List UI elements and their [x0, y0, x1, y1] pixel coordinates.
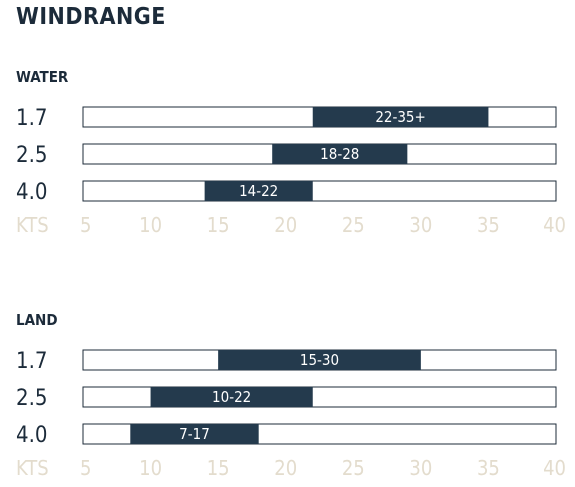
- x-tick-label: 30: [409, 213, 432, 237]
- x-tick-label: 10: [139, 456, 162, 480]
- range-bar: [312, 107, 489, 127]
- bar-track: [82, 180, 557, 202]
- range-bar: [272, 144, 408, 164]
- range-bar: [204, 181, 313, 201]
- range-bar-label: 7-17: [179, 425, 210, 443]
- row-label: 4.0: [16, 180, 47, 205]
- row-label: 2.5: [16, 386, 47, 411]
- section-title-water: WATER: [16, 68, 69, 86]
- row-label: 1.7: [16, 106, 47, 131]
- section-title-land: LAND: [16, 311, 58, 329]
- x-tick-label: 10: [139, 213, 162, 237]
- x-tick-label: 5: [80, 456, 91, 480]
- range-bar-label: 18-28: [320, 145, 359, 163]
- range-bar: [218, 350, 421, 370]
- x-tick-label: 15: [207, 456, 230, 480]
- range-bar: [130, 424, 259, 444]
- x-tick-label: 30: [409, 456, 432, 480]
- x-tick-label: 40: [543, 456, 566, 480]
- row-label: 1.7: [16, 349, 47, 374]
- x-tick-label: 5: [80, 213, 91, 237]
- range-bar-label: 15-30: [300, 351, 339, 369]
- range-bar-label: 10-22: [212, 388, 251, 406]
- x-tick-label: 20: [274, 213, 297, 237]
- range-bar: [150, 387, 313, 407]
- range-bar-label: 22-35+: [375, 108, 426, 126]
- row-label: 2.5: [16, 143, 47, 168]
- x-tick-label: 15: [207, 213, 230, 237]
- x-tick-label: 25: [342, 456, 365, 480]
- x-tick-label: 35: [477, 213, 500, 237]
- x-tick-label: 35: [477, 456, 500, 480]
- chart-title: WINDRANGE: [16, 4, 166, 30]
- range-bar-label: 14-22: [239, 182, 278, 200]
- x-tick-label: 25: [342, 213, 365, 237]
- axis-unit-label: KTS: [16, 213, 49, 237]
- row-label: 4.0: [16, 423, 47, 448]
- axis-unit-label: KTS: [16, 456, 49, 480]
- x-tick-label: 40: [543, 213, 566, 237]
- x-tick-label: 20: [274, 456, 297, 480]
